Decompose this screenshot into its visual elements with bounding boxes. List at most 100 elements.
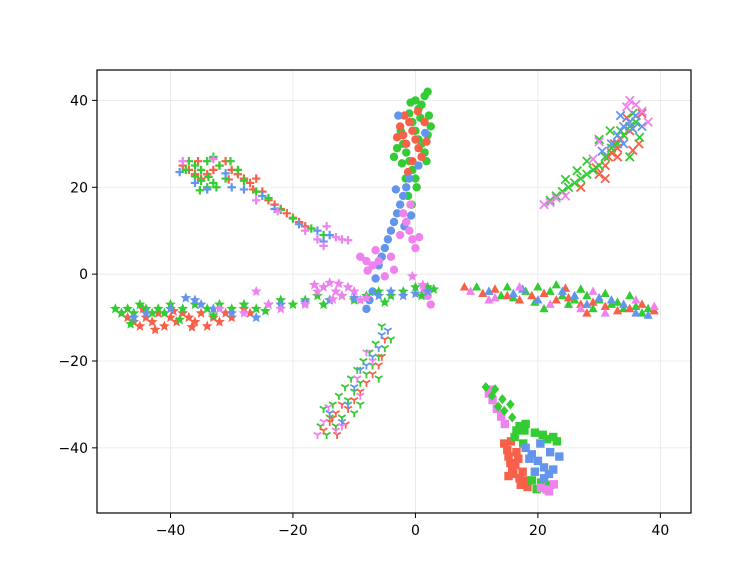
scatter-point-red-triangle xyxy=(527,290,537,300)
scatter-point-violet-star xyxy=(406,270,418,281)
scatter-point-red-triangle xyxy=(649,306,659,315)
scatter-point-green-x xyxy=(582,156,592,167)
scatter-point-red-square xyxy=(515,474,524,483)
scatter-point-green-plus xyxy=(288,214,298,223)
scatter-point-red-star xyxy=(152,307,164,318)
scatter-point-blue-triangle xyxy=(643,310,653,319)
scatter-point-blue-star xyxy=(165,303,176,314)
scatter-point-green-star xyxy=(116,307,127,318)
scatter-point-violet-x xyxy=(560,191,571,201)
scatter-point-blue-square xyxy=(530,467,540,476)
scatter-point-red-square xyxy=(523,482,532,492)
scatter-point-blue-triangle xyxy=(606,295,617,304)
scatter-point-green-diamond xyxy=(506,399,515,410)
scatter-point-red-x xyxy=(627,145,638,156)
scatter-point-red-x xyxy=(612,152,623,162)
scatter-point-red-tri xyxy=(332,431,342,440)
scatter-point-blue-tri xyxy=(356,366,365,374)
scatter-point-green-star xyxy=(379,296,391,307)
scatter-point-blue-x xyxy=(597,146,608,157)
scatter-point-red-triangle xyxy=(478,288,488,298)
scatter-point-red-tri xyxy=(377,353,387,361)
scatter-point-violet-tri xyxy=(353,375,362,383)
scatter-point-green-square xyxy=(512,426,521,435)
scatter-point-violet-square xyxy=(536,483,546,493)
scatter-point-green-square xyxy=(527,476,536,485)
scatter-point-blue-x xyxy=(615,110,626,121)
y-tick-label: 40 xyxy=(70,93,88,109)
scatter-point-blue-square xyxy=(555,452,564,461)
scatter-point-green-triangle xyxy=(619,303,629,313)
scatter-point-blue-circle xyxy=(389,217,399,227)
scatter-point-green-triangle xyxy=(570,295,580,304)
scatter-point-red-x xyxy=(575,182,586,193)
scatter-point-green-plus xyxy=(204,172,213,182)
scatter-point-violet-triangle xyxy=(490,292,500,302)
scatter-point-blue-square xyxy=(527,450,536,459)
scatter-point-green-triangle xyxy=(637,308,647,317)
scatter-point-green-x xyxy=(588,165,598,175)
scatter-point-green-triangle xyxy=(606,299,617,308)
scatter-point-green-star xyxy=(260,305,271,316)
y-tick-label: −20 xyxy=(58,354,88,370)
scatter-point-violet-square xyxy=(542,485,551,494)
scatter-point-green-plus xyxy=(203,157,212,166)
scatter-point-violet-x xyxy=(551,193,562,203)
scatter-point-violet-square xyxy=(500,419,510,429)
scatter-point-violet-plus xyxy=(343,236,353,245)
scatter-point-violet-star xyxy=(324,277,336,288)
scatter-point-green-x xyxy=(545,195,555,206)
scatter-point-red-triangle xyxy=(600,301,610,311)
scatter-point-violet-star xyxy=(417,279,429,290)
scatter-point-green-tri xyxy=(374,375,383,383)
scatter-point-green-x xyxy=(575,173,586,184)
scatter-point-red-square xyxy=(509,469,518,479)
scatter-point-violet-x xyxy=(621,102,632,112)
scatter-point-green-square xyxy=(549,432,558,442)
scatter-point-green-x xyxy=(572,165,582,176)
scatter-point-red-triangle xyxy=(625,303,635,313)
scatter-point-blue-tri xyxy=(374,344,383,353)
scatter-point-green-triangle xyxy=(539,303,549,313)
scatter-point-green-triangle xyxy=(496,290,506,300)
scatter-point-red-circle xyxy=(402,139,411,149)
scatter-point-violet-tri xyxy=(319,418,328,426)
scatter-point-green-triangle xyxy=(472,282,482,291)
scatter-point-blue-x xyxy=(627,123,638,134)
scatter-point-violet-circle xyxy=(414,233,424,242)
scatter-point-blue-star xyxy=(385,285,397,297)
scatter-point-violet-triangle xyxy=(484,295,494,304)
scatter-point-red-circle xyxy=(403,167,413,177)
scatter-point-green-plus xyxy=(215,161,224,170)
scatter-point-violet-triangle xyxy=(649,301,659,311)
scatter-point-green-square xyxy=(520,426,529,435)
scatter-point-blue-x xyxy=(637,121,647,132)
scatter-point-violet-star xyxy=(263,298,274,310)
scatter-point-green-triangle xyxy=(551,279,561,289)
scatter-point-green-triangle xyxy=(502,282,512,291)
scatter-point-red-star xyxy=(140,311,152,323)
scatter-point-red-triangle xyxy=(502,290,512,300)
scatter-point-green-circle xyxy=(406,98,415,107)
scatter-point-red-square xyxy=(504,452,513,461)
scatter-point-red-circle xyxy=(408,126,417,136)
scatter-point-green-star xyxy=(122,303,134,314)
scatter-point-blue-tri xyxy=(349,383,359,392)
scatter-point-red-star xyxy=(134,320,146,331)
scatter-point-blue-circle xyxy=(421,128,430,138)
scatter-point-violet-x xyxy=(545,197,555,208)
scatter-point-red-star xyxy=(183,311,195,323)
scatter-point-green-x xyxy=(569,178,580,188)
scatter-point-violet-square xyxy=(488,395,497,405)
scatter-point-violet-tri xyxy=(362,349,371,357)
scatter-point-blue-star xyxy=(250,311,262,323)
scatter-point-violet-star xyxy=(214,303,225,314)
scatter-point-red-triangle xyxy=(612,306,623,315)
scatter-point-green-circle xyxy=(426,122,435,131)
scatter-point-violet-star xyxy=(354,294,366,305)
points-layer xyxy=(109,87,659,496)
scatter-point-blue-triangle xyxy=(594,292,604,302)
scatter-point-blue-circle xyxy=(368,287,377,296)
